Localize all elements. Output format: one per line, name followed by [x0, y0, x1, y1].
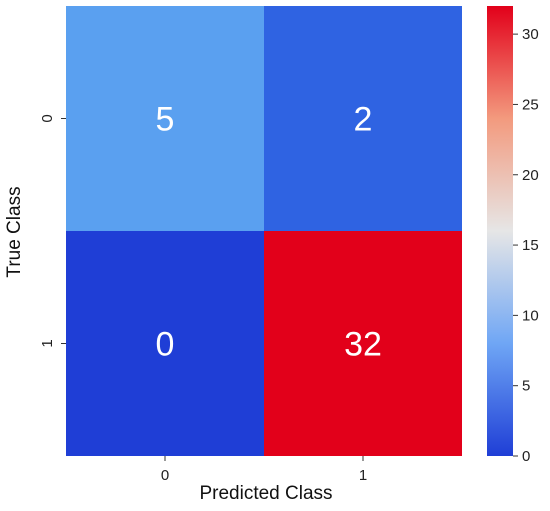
- y-tick-label-1: 1: [39, 339, 56, 347]
- cell-value-0-0: 5: [156, 101, 175, 139]
- y-axis-label: True Class: [4, 186, 25, 277]
- heatmap-cell-labels: 5 2 0 32: [156, 101, 382, 364]
- cell-value-0-1: 2: [354, 101, 373, 139]
- heatmap-cell-1-1: [264, 231, 462, 456]
- colorbar-tick-label-1: 5: [522, 378, 530, 395]
- colorbar-tick-label-6: 30: [522, 26, 539, 43]
- heatmap-cell-1-0: [66, 231, 264, 456]
- colorbar-ticks: 0 5 10 15 20 25 30: [513, 26, 539, 465]
- y-axis-ticks: 01: [39, 114, 66, 348]
- heatmap-cell-0-1: [264, 6, 462, 231]
- heatmap-cells: [66, 6, 462, 456]
- colorbar: [487, 6, 513, 456]
- x-tick-label-1: 1: [359, 467, 367, 484]
- colorbar-tick-label-2: 10: [522, 307, 539, 324]
- colorbar-tick-label-5: 25: [522, 96, 539, 113]
- x-tick-label-0: 0: [161, 467, 169, 484]
- heatmap-cell-0-0: [66, 6, 264, 231]
- colorbar-tick-label-4: 20: [522, 167, 539, 184]
- cell-value-1-1: 32: [344, 326, 382, 364]
- cell-value-1-0: 0: [156, 326, 175, 364]
- x-axis-label: Predicted Class: [199, 483, 332, 504]
- colorbar-tick-label-0: 0: [522, 448, 530, 465]
- colorbar-tick-label-3: 15: [522, 237, 539, 254]
- y-tick-label-0: 0: [39, 114, 56, 122]
